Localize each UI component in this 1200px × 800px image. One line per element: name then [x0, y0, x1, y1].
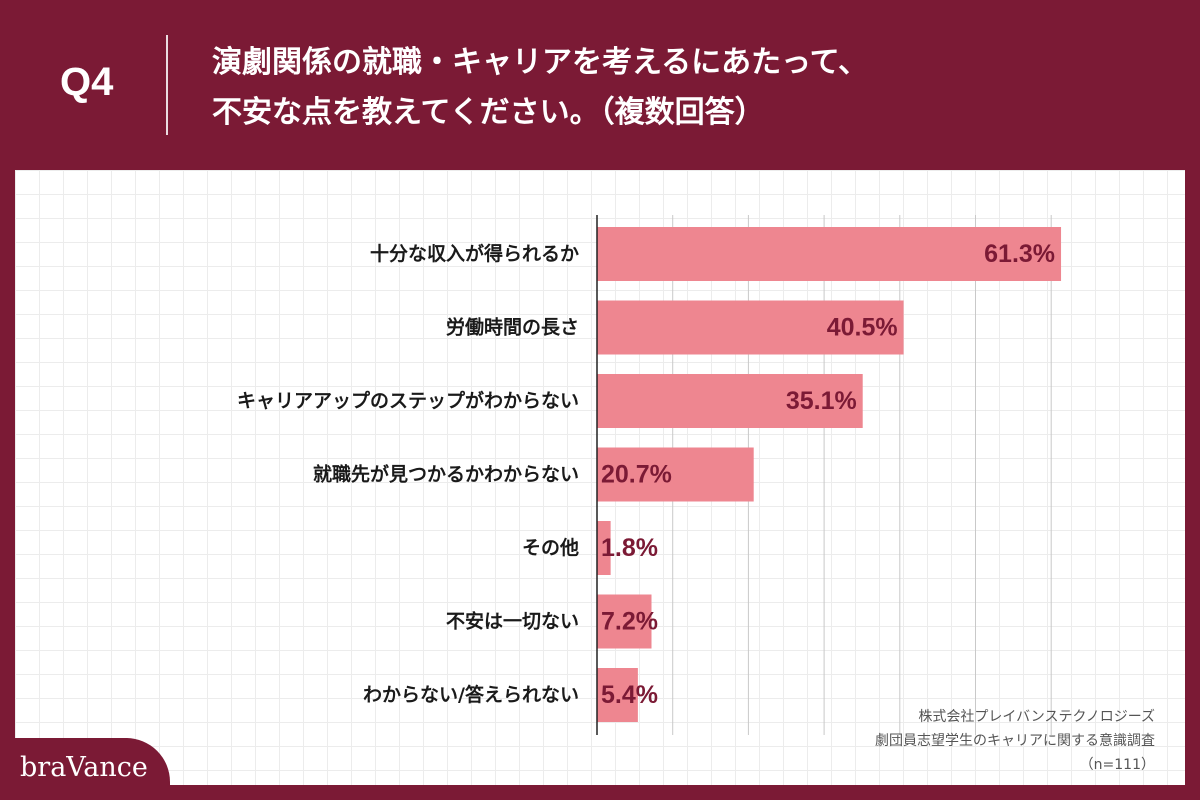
question-number: Q4 — [60, 60, 114, 104]
source-company: 株式会社プレイバンステクノロジーズ — [918, 709, 1155, 725]
chart-panel: 十分な収入が得られるか 61.3% 労働時間の長さ 40.5% キャリアアップのステップ… — [15, 170, 1185, 785]
value-label-3: 20.7% — [601, 461, 672, 489]
category-label-1: 労働時間の長さ — [446, 316, 579, 339]
header-divider — [166, 35, 168, 135]
bar-1 — [597, 300, 904, 355]
category-label-4: その他 — [522, 536, 579, 559]
source-note: 株式会社プレイバンステクノロジーズ 劇団員志望学生のキャリアに関する意識調査 （… — [875, 705, 1155, 777]
bar-2 — [597, 374, 863, 428]
value-label-4: 1.8% — [601, 534, 658, 562]
category-label-2: キャリアアップのステップがわからない — [237, 389, 579, 412]
brand-tab — [0, 738, 170, 800]
bar-6 — [597, 668, 638, 722]
source-survey: 劇団員志望学生のキャリアに関する意識調査 — [875, 733, 1155, 749]
category-label-6: わからない/答えられない — [363, 683, 579, 706]
bar-0 — [597, 227, 1062, 281]
value-label-2: 35.1% — [786, 387, 857, 415]
question-title: 演劇関係の就職・キャリアを考えるにあたって、 不安な点を教えてください。（複数回… — [212, 38, 1172, 138]
bar-chart: 十分な収入が得られるか 61.3% 労働時間の長さ 40.5% キャリアアップのステップ… — [237, 215, 1062, 735]
bar-4 — [597, 521, 611, 575]
category-label-0: 十分な収入が得られるか — [370, 242, 579, 265]
question-title-line-2: 不安な点を教えてください。（複数回答） — [212, 95, 765, 130]
category-label-3: 就職先が見つかるかわからない — [313, 463, 579, 486]
brand-logo: braVance — [20, 752, 148, 783]
category-label-5: 不安は一切ない — [446, 610, 579, 633]
value-label-5: 7.2% — [601, 608, 658, 636]
header: Q4 演劇関係の就職・キャリアを考えるにあたって、 不安な点を教えてください。（… — [0, 0, 1200, 170]
bar-5 — [597, 594, 652, 649]
bar-3 — [597, 447, 754, 502]
value-label-6: 5.4% — [601, 681, 658, 709]
value-label-1: 40.5% — [827, 314, 898, 342]
value-label-0: 61.3% — [984, 240, 1055, 268]
source-sample-size: （n=111） — [1079, 757, 1155, 773]
question-title-line-1: 演劇関係の就職・キャリアを考えるにあたって、 — [212, 45, 869, 80]
